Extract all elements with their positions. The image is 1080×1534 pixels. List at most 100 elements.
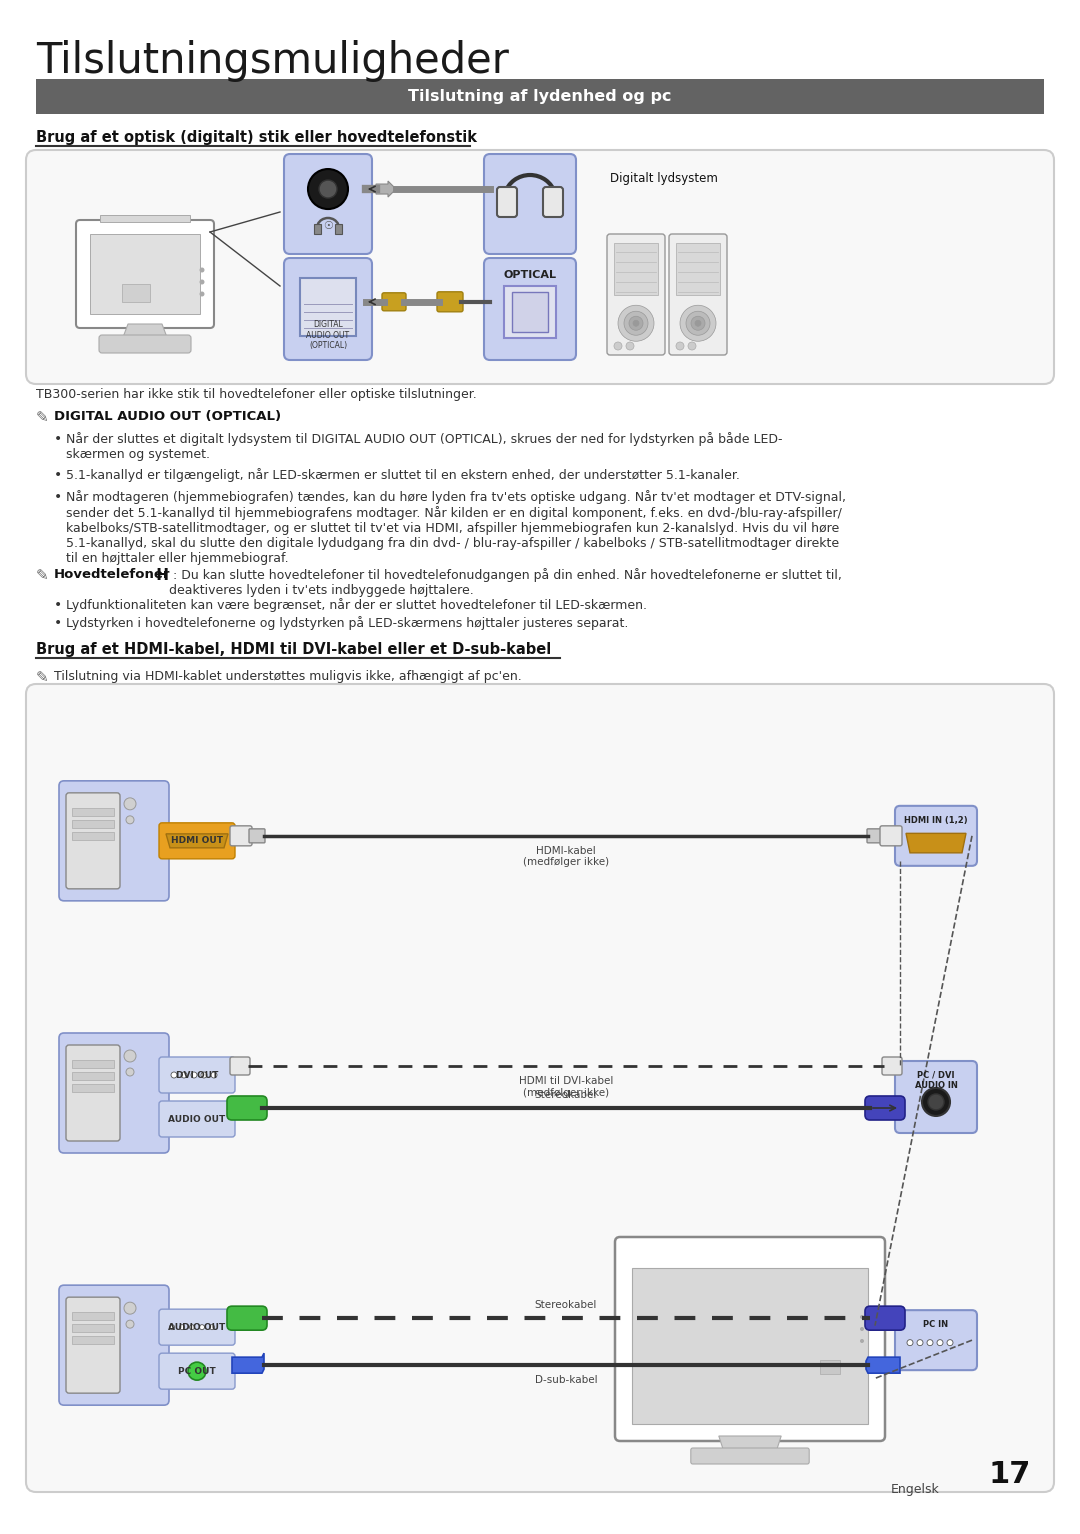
Text: Stereokabel: Stereokabel <box>535 1301 597 1310</box>
Bar <box>512 291 548 331</box>
Text: : Du kan slutte hovedtelefoner til hovedtelefonudgangen på din enhed. Når hovedt: : Du kan slutte hovedtelefoner til hoved… <box>168 568 842 597</box>
FancyBboxPatch shape <box>230 825 252 845</box>
Text: HDMI til DVI-kabel
(medfølger ikke): HDMI til DVI-kabel (medfølger ikke) <box>518 1075 613 1098</box>
Text: AUDIO OUT: AUDIO OUT <box>168 1322 226 1332</box>
Circle shape <box>210 1325 215 1330</box>
Bar <box>72 1072 114 1080</box>
Text: DIGITAL AUDIO OUT (OPTICAL): DIGITAL AUDIO OUT (OPTICAL) <box>54 410 281 423</box>
FancyBboxPatch shape <box>159 822 235 859</box>
Circle shape <box>860 1339 864 1342</box>
Text: Lydstyrken i hovedtelefonerne og lydstyrken på LED-skærmens højttaler justeres s: Lydstyrken i hovedtelefonerne og lydstyr… <box>66 617 629 630</box>
FancyBboxPatch shape <box>26 684 1054 1493</box>
Text: •: • <box>54 468 63 482</box>
Text: Lydfunktionaliteten kan være begrænset, når der er sluttet hovedtelefoner til LE: Lydfunktionaliteten kan være begrænset, … <box>66 598 647 612</box>
Circle shape <box>211 1072 217 1078</box>
Text: HDMI IN (1,2): HDMI IN (1,2) <box>904 816 968 825</box>
FancyBboxPatch shape <box>484 258 576 360</box>
Circle shape <box>917 1339 923 1345</box>
Text: D-sub-kabel: D-sub-kabel <box>535 1374 597 1385</box>
FancyBboxPatch shape <box>76 219 214 328</box>
Text: Brug af et HDMI-kabel, HDMI til DVI-kabel eller et D-sub-kabel: Brug af et HDMI-kabel, HDMI til DVI-kabe… <box>36 643 551 657</box>
FancyBboxPatch shape <box>882 1057 902 1075</box>
Bar <box>72 1324 114 1332</box>
Circle shape <box>319 179 337 198</box>
FancyBboxPatch shape <box>159 1353 235 1390</box>
FancyBboxPatch shape <box>615 1236 885 1440</box>
Text: •: • <box>54 617 63 630</box>
FancyBboxPatch shape <box>669 235 727 354</box>
Bar <box>36 78 1044 114</box>
FancyBboxPatch shape <box>99 334 191 353</box>
FancyBboxPatch shape <box>227 1095 267 1120</box>
Circle shape <box>171 1072 177 1078</box>
Text: 5.1-kanallyd er tilgængeligt, når LED-skærmen er sluttet til en ekstern enhed, d: 5.1-kanallyd er tilgængeligt, når LED-sk… <box>66 468 740 482</box>
FancyBboxPatch shape <box>66 1298 120 1393</box>
Text: Tilslutning via HDMI-kablet understøttes muligvis ikke, afhængigt af pc'en.: Tilslutning via HDMI-kablet understøttes… <box>54 670 522 683</box>
Text: Digitalt lydsystem: Digitalt lydsystem <box>610 172 718 186</box>
Bar <box>90 235 200 314</box>
Polygon shape <box>232 1353 264 1373</box>
FancyBboxPatch shape <box>691 1448 809 1463</box>
Circle shape <box>626 342 634 350</box>
Circle shape <box>201 1072 207 1078</box>
Bar <box>300 278 356 336</box>
Circle shape <box>179 1325 185 1330</box>
Text: H: H <box>151 568 168 583</box>
Polygon shape <box>122 324 168 341</box>
Circle shape <box>860 1315 864 1319</box>
Bar <box>72 819 114 828</box>
Circle shape <box>126 816 134 824</box>
Bar <box>122 284 150 302</box>
Circle shape <box>124 798 136 810</box>
Text: Tilslutningsmuligheder: Tilslutningsmuligheder <box>36 40 509 81</box>
Circle shape <box>124 1049 136 1062</box>
Polygon shape <box>906 833 966 853</box>
FancyBboxPatch shape <box>867 828 883 842</box>
Text: HDMI OUT: HDMI OUT <box>171 836 222 845</box>
Circle shape <box>124 1302 136 1315</box>
Text: ☉: ☉ <box>323 221 333 232</box>
Text: ✎: ✎ <box>36 410 49 425</box>
Bar <box>632 1269 868 1424</box>
Circle shape <box>191 1072 197 1078</box>
Circle shape <box>200 291 204 296</box>
Circle shape <box>629 316 643 330</box>
Circle shape <box>188 1362 206 1381</box>
Text: •: • <box>54 433 63 446</box>
Circle shape <box>927 1339 933 1345</box>
Circle shape <box>200 267 204 273</box>
Text: PC IN: PC IN <box>923 1321 948 1328</box>
Text: Når modtageren (hjemmebiografen) tændes, kan du høre lyden fra tv'ets optiske ud: Når modtageren (hjemmebiografen) tændes,… <box>66 489 846 565</box>
Polygon shape <box>376 181 396 196</box>
Bar <box>820 1361 840 1374</box>
Text: TB300-serien har ikke stik til hovedtelefoner eller optiske tilslutninger.: TB300-serien har ikke stik til hovedtele… <box>36 388 476 400</box>
Text: ✎: ✎ <box>36 568 49 583</box>
Bar <box>72 1085 114 1092</box>
FancyBboxPatch shape <box>284 258 372 360</box>
Text: PC OUT: PC OUT <box>178 1367 216 1376</box>
FancyBboxPatch shape <box>437 291 463 311</box>
Circle shape <box>686 311 710 336</box>
Bar <box>314 224 321 235</box>
FancyBboxPatch shape <box>66 1045 120 1141</box>
Circle shape <box>922 1088 950 1115</box>
Circle shape <box>308 169 348 209</box>
Circle shape <box>615 342 622 350</box>
FancyBboxPatch shape <box>66 793 120 888</box>
Circle shape <box>907 1339 913 1345</box>
Text: AUDIO OUT: AUDIO OUT <box>168 1115 226 1123</box>
Circle shape <box>688 342 696 350</box>
Circle shape <box>126 1321 134 1328</box>
Text: Brug af et optisk (digitalt) stik eller hovedtelefonstik: Brug af et optisk (digitalt) stik eller … <box>36 130 477 146</box>
Circle shape <box>860 1327 864 1332</box>
FancyBboxPatch shape <box>249 828 265 842</box>
Circle shape <box>618 305 654 341</box>
Circle shape <box>691 316 705 330</box>
Circle shape <box>181 1072 187 1078</box>
FancyBboxPatch shape <box>543 187 563 216</box>
Polygon shape <box>166 834 228 848</box>
Circle shape <box>633 321 639 327</box>
FancyBboxPatch shape <box>895 805 977 865</box>
Text: Hovedtelefoner: Hovedtelefoner <box>54 568 171 581</box>
FancyBboxPatch shape <box>497 187 517 216</box>
